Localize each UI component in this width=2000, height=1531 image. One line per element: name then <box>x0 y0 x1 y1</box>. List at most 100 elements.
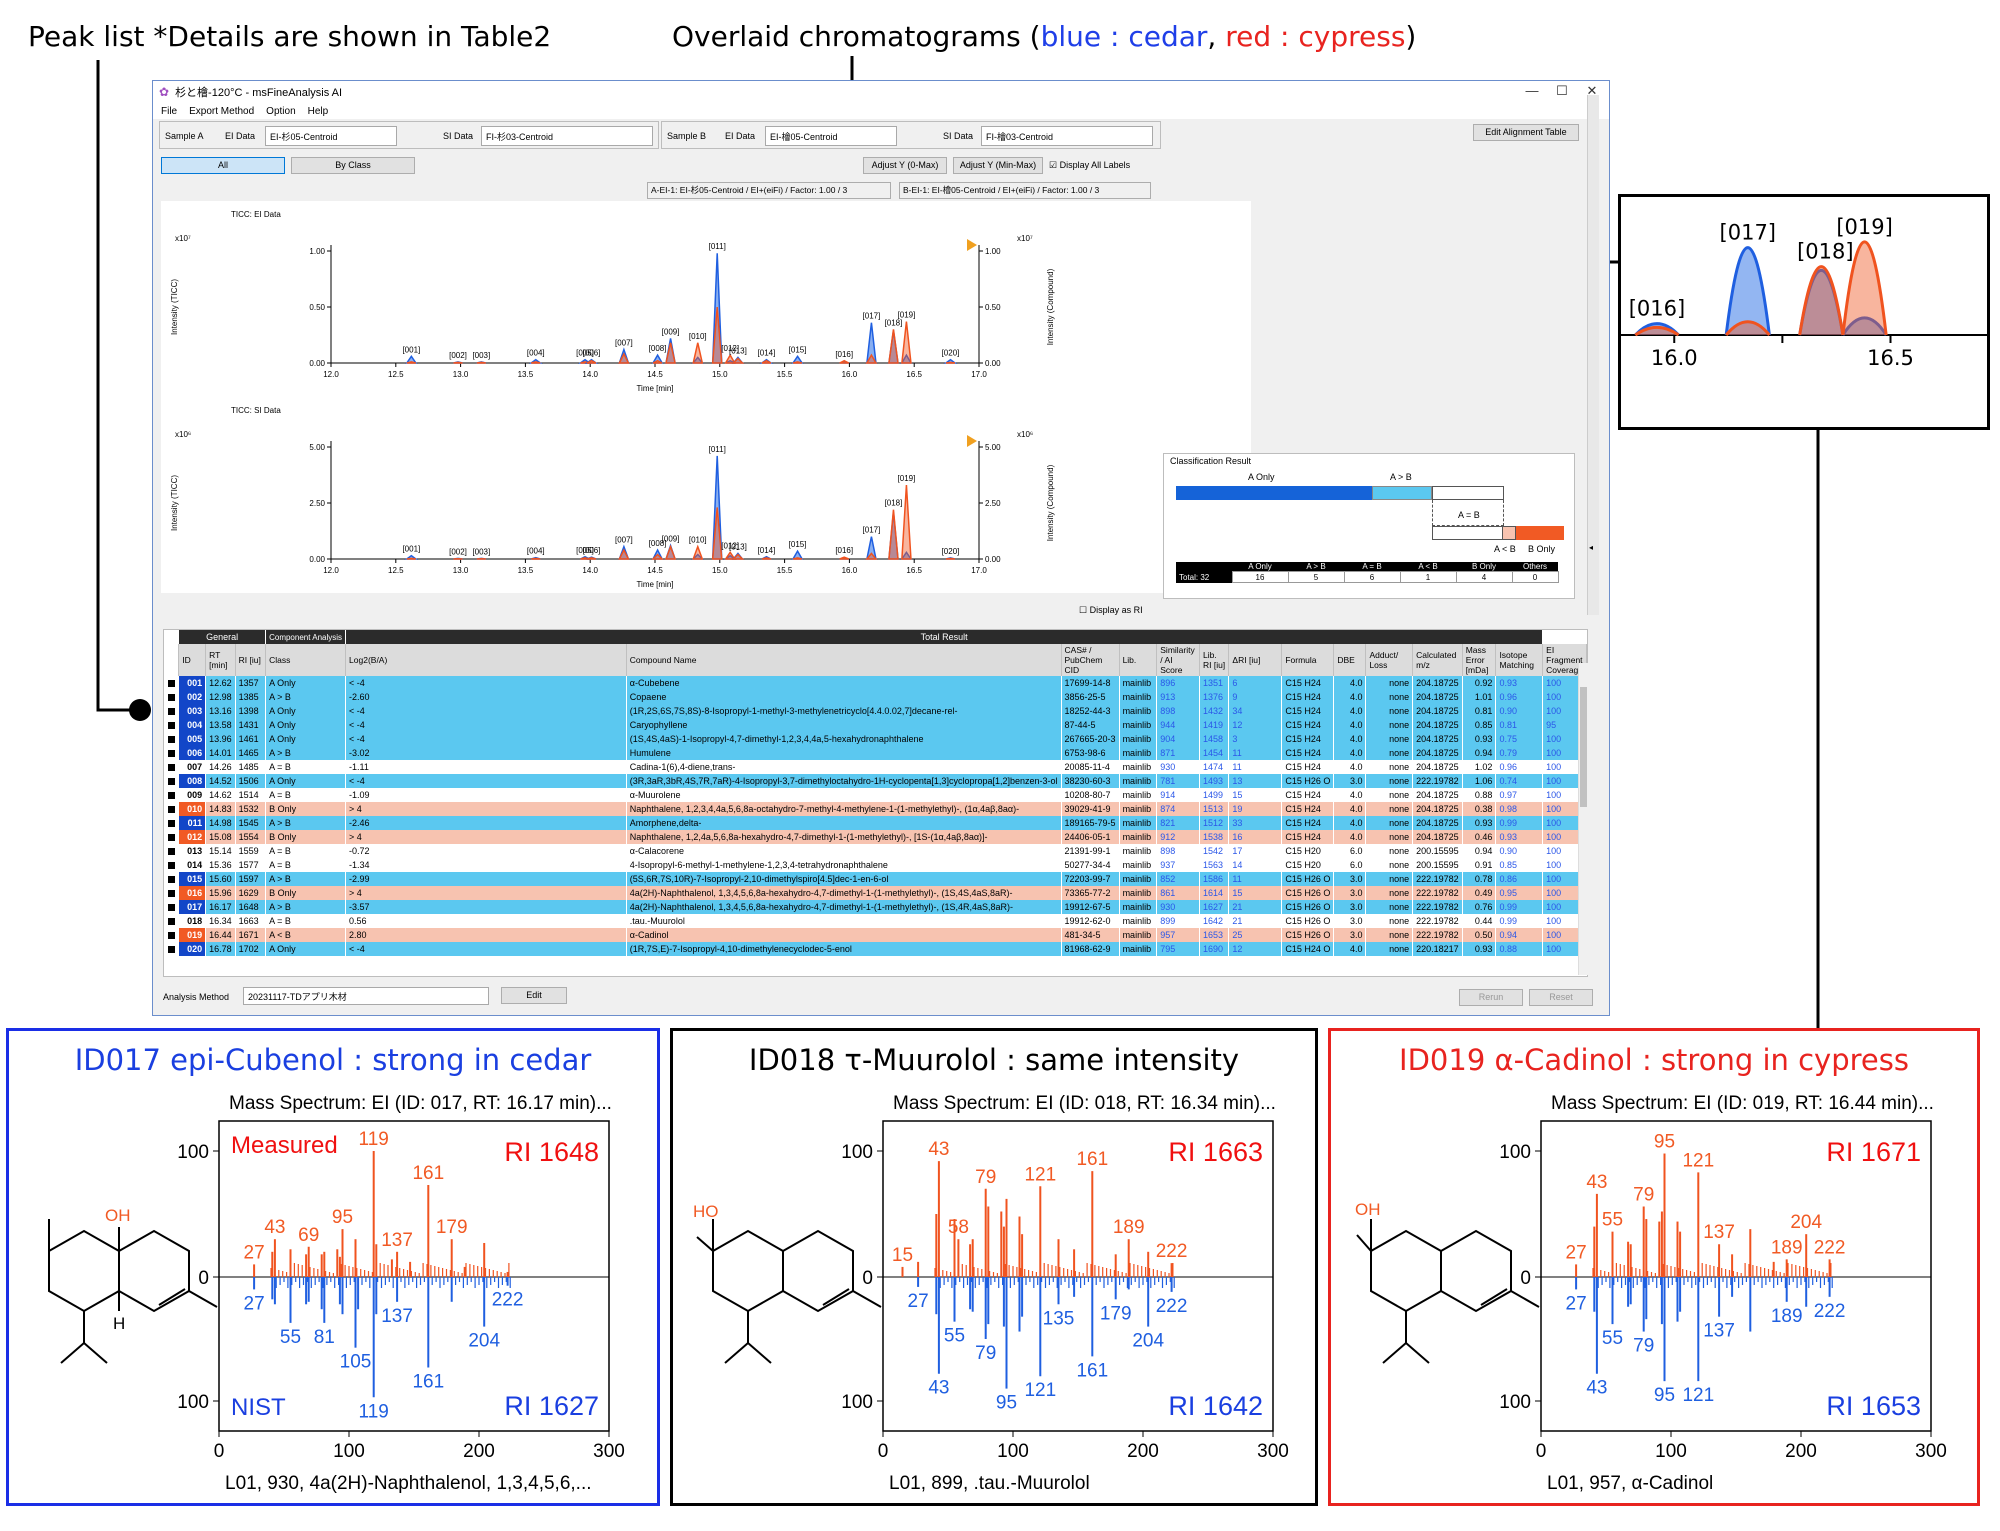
zoom-peak-b <box>1724 320 1771 336</box>
menu-file[interactable]: File <box>161 105 178 117</box>
table-row[interactable]: 012 15.08 1554 B Only > 4 Naphthalene, 1,2,4a… <box>164 830 1587 844</box>
col-header[interactable]: Formula <box>1281 644 1335 676</box>
upper-scrollbar[interactable] <box>1587 95 1599 615</box>
table-row[interactable]: 019 16.44 1671 A < B 2.80 α-Cadinol 481-34-5 ma… <box>164 928 1587 942</box>
adjust-y-0max-button[interactable]: Adjust Y (0-Max) <box>863 157 947 174</box>
rerun-button[interactable]: Rerun <box>1459 989 1523 1006</box>
by-class-button[interactable]: By Class <box>291 157 415 174</box>
table-row[interactable]: 005 13.96 1461 A Only < -4 (1S,4S,4aS)-1-Isop… <box>164 732 1587 746</box>
display-as-ri-checkbox[interactable]: ☐ Display as RI <box>1079 605 1143 615</box>
table-row[interactable]: 007 14.26 1485 A = B -1.11 Cadina-1(6),4-dien… <box>164 760 1587 774</box>
col-header[interactable]: Compound Name <box>626 644 1062 676</box>
col-header[interactable]: Similarity / AI Score <box>1156 644 1200 676</box>
analysis-method-field[interactable]: 20231117-TDアプリ木材 <box>243 987 489 1005</box>
dropdown-a[interactable]: A-EI-1: EI-杉05-Centroid / EI+(eiFi) / Fa… <box>647 182 891 199</box>
table-cell: 204.18725 <box>1412 690 1463 704</box>
sample-b-si-field[interactable]: FI-檜03-Centroid <box>981 126 1153 146</box>
table-cell: 013 <box>178 844 207 858</box>
table-row[interactable]: 020 16.78 1702 A Only < -4 (1R,7S,E)-7-Isopro… <box>164 942 1587 956</box>
close-icon[interactable]: ✕ <box>1586 83 1598 98</box>
row-marker-square <box>167 763 175 771</box>
table-cell: none <box>1365 844 1414 858</box>
table-cell: A > B <box>265 872 347 886</box>
col-header[interactable]: Class <box>265 644 347 676</box>
table-cell: 20085-11-4 <box>1061 760 1120 774</box>
table-row[interactable]: 016 15.96 1629 B Only > 4 4a(2H)-Naphthalenol… <box>164 886 1587 900</box>
col-header[interactable]: Mass Error [mDa] <box>1462 644 1497 676</box>
class-total: Total: 32 <box>1176 571 1232 583</box>
col-header[interactable]: Lib. RI [iu] <box>1199 644 1230 676</box>
col-header[interactable]: RT [min] <box>205 644 236 676</box>
table-cell: 0.38 <box>1462 802 1497 816</box>
table-cell: 1538 <box>1199 830 1230 844</box>
sample-b-ei-field[interactable]: EI-檜05-Centroid <box>765 126 897 146</box>
sample-a-si-field[interactable]: FI-杉03-Centroid <box>481 126 653 146</box>
table-cell: < -4 <box>345 704 627 718</box>
table-cell: A < B <box>265 928 347 942</box>
table-row[interactable]: 001 12.62 1357 A Only < -4 α-Cubebene 17699-14… <box>164 676 1587 690</box>
row-marker <box>164 844 180 858</box>
col-header[interactable]: RI [iu] <box>235 644 267 676</box>
row-marker <box>164 704 180 718</box>
ri-measured: RI 1663 <box>1168 1137 1263 1167</box>
table-cell: 204.18725 <box>1412 746 1463 760</box>
col-header[interactable]: Calculated m/z <box>1412 644 1463 676</box>
x-tick-label: 16.0 <box>842 566 858 575</box>
table-scroll-thumb[interactable] <box>1580 687 1587 807</box>
table-row[interactable]: 013 15.14 1559 A = B -0.72 α-Calacorene 21391-… <box>164 844 1587 858</box>
table-row[interactable]: 008 14.52 1506 A Only < -4 (3R,3aR,3bR,4S,7R,… <box>164 774 1587 788</box>
table-cell: 4a(2H)-Naphthalenol, 1,3,4,5,6,8a-hexahy… <box>626 900 1062 914</box>
table-row[interactable]: 014 15.36 1577 A = B -1.34 4-Isopropyl-6-meth… <box>164 858 1587 872</box>
col-header[interactable]: Log2(B/A) <box>345 644 627 676</box>
reset-button[interactable]: Reset <box>1529 989 1593 1006</box>
table-row[interactable]: 006 14.01 1465 A > B -3.02 Humulene 6753-98-6 m… <box>164 746 1587 760</box>
table-cell: none <box>1365 676 1414 690</box>
display-all-labels-checkbox[interactable]: ☑ Display All Labels <box>1049 160 1131 170</box>
table-cell: -2.60 <box>345 690 627 704</box>
table-cell: 012 <box>178 830 207 844</box>
row-marker <box>164 746 180 760</box>
measured-peak-label: 43 <box>264 1217 285 1238</box>
menu-help[interactable]: Help <box>307 105 329 117</box>
table-cell: 25 <box>1228 928 1283 942</box>
minimize-icon[interactable]: — <box>1525 83 1539 98</box>
menu-export-method[interactable]: Export Method <box>189 105 255 117</box>
row-marker-square <box>167 707 175 715</box>
table-row[interactable]: 002 12.98 1385 A > B -2.60 Copaene 3856-25-5 ma… <box>164 690 1587 704</box>
menu-option[interactable]: Option <box>266 105 296 117</box>
table-row[interactable]: 018 16.34 1663 A = B 0.56 .tau.-Muurolol 19912… <box>164 914 1587 928</box>
oh-label: OH <box>105 1206 131 1225</box>
table-scrollbar[interactable] <box>1578 663 1588 975</box>
table-cell: B Only <box>265 830 347 844</box>
table-row[interactable]: 010 14.83 1532 B Only > 4 Naphthalene, 1,2,3,… <box>164 802 1587 816</box>
sample-a-ei-field[interactable]: EI-杉05-Centroid <box>265 126 397 146</box>
edit-method-button[interactable]: Edit <box>501 987 567 1004</box>
all-button[interactable]: All <box>161 157 285 174</box>
edit-alignment-table-button[interactable]: Edit Alignment Table <box>1473 124 1579 141</box>
table-row[interactable]: 003 13.16 1398 A Only < -4 (1R,2S,6S,7S,8S)-8… <box>164 704 1587 718</box>
table-cell: B Only <box>265 802 347 816</box>
table-cell: 16 <box>1228 830 1283 844</box>
table-row[interactable]: 015 15.60 1597 A > B -2.99 (5S,6R,7S,10R)-7-I… <box>164 872 1587 886</box>
table-cell: none <box>1365 886 1414 900</box>
col-header[interactable]: DBE <box>1333 644 1367 676</box>
table-row[interactable]: 017 16.17 1648 A > B -3.57 4a(2H)-Naphthaleno… <box>164 900 1587 914</box>
table-row[interactable]: 009 14.62 1514 A = B -1.09 α-Muurolene 10208-8… <box>164 788 1587 802</box>
peak-b-[008] <box>652 359 663 364</box>
adjust-y-minmax-button[interactable]: Adjust Y (Min-Max) <box>953 157 1043 174</box>
table-row[interactable]: 011 14.98 1545 A > B -2.46 Amorphene,delta- 18… <box>164 816 1587 830</box>
table-cell: 1597 <box>235 872 267 886</box>
class-bar-empty-2 <box>1432 500 1504 526</box>
dropdown-b[interactable]: B-EI-1: EI-檜05-Centroid / EI+(eiFi) / Fa… <box>899 182 1151 199</box>
maximize-icon[interactable]: ☐ <box>1556 83 1568 98</box>
col-header[interactable]: CAS# / PubChem CID <box>1061 644 1120 676</box>
col-header[interactable]: Lib. <box>1119 644 1158 676</box>
collapse-left-icon[interactable]: ◂ <box>1589 543 1594 552</box>
col-header[interactable]: ΔRI [iu] <box>1228 644 1283 676</box>
table-cell: < -4 <box>345 718 627 732</box>
table-cell: 1614 <box>1199 886 1230 900</box>
col-header[interactable]: Adduct/ Loss <box>1365 644 1414 676</box>
col-header[interactable]: Isotope Matching <box>1495 644 1544 676</box>
col-header[interactable]: ID <box>178 644 207 676</box>
table-row[interactable]: 004 13.58 1431 A Only < -4 Caryophyllene 87-44… <box>164 718 1587 732</box>
